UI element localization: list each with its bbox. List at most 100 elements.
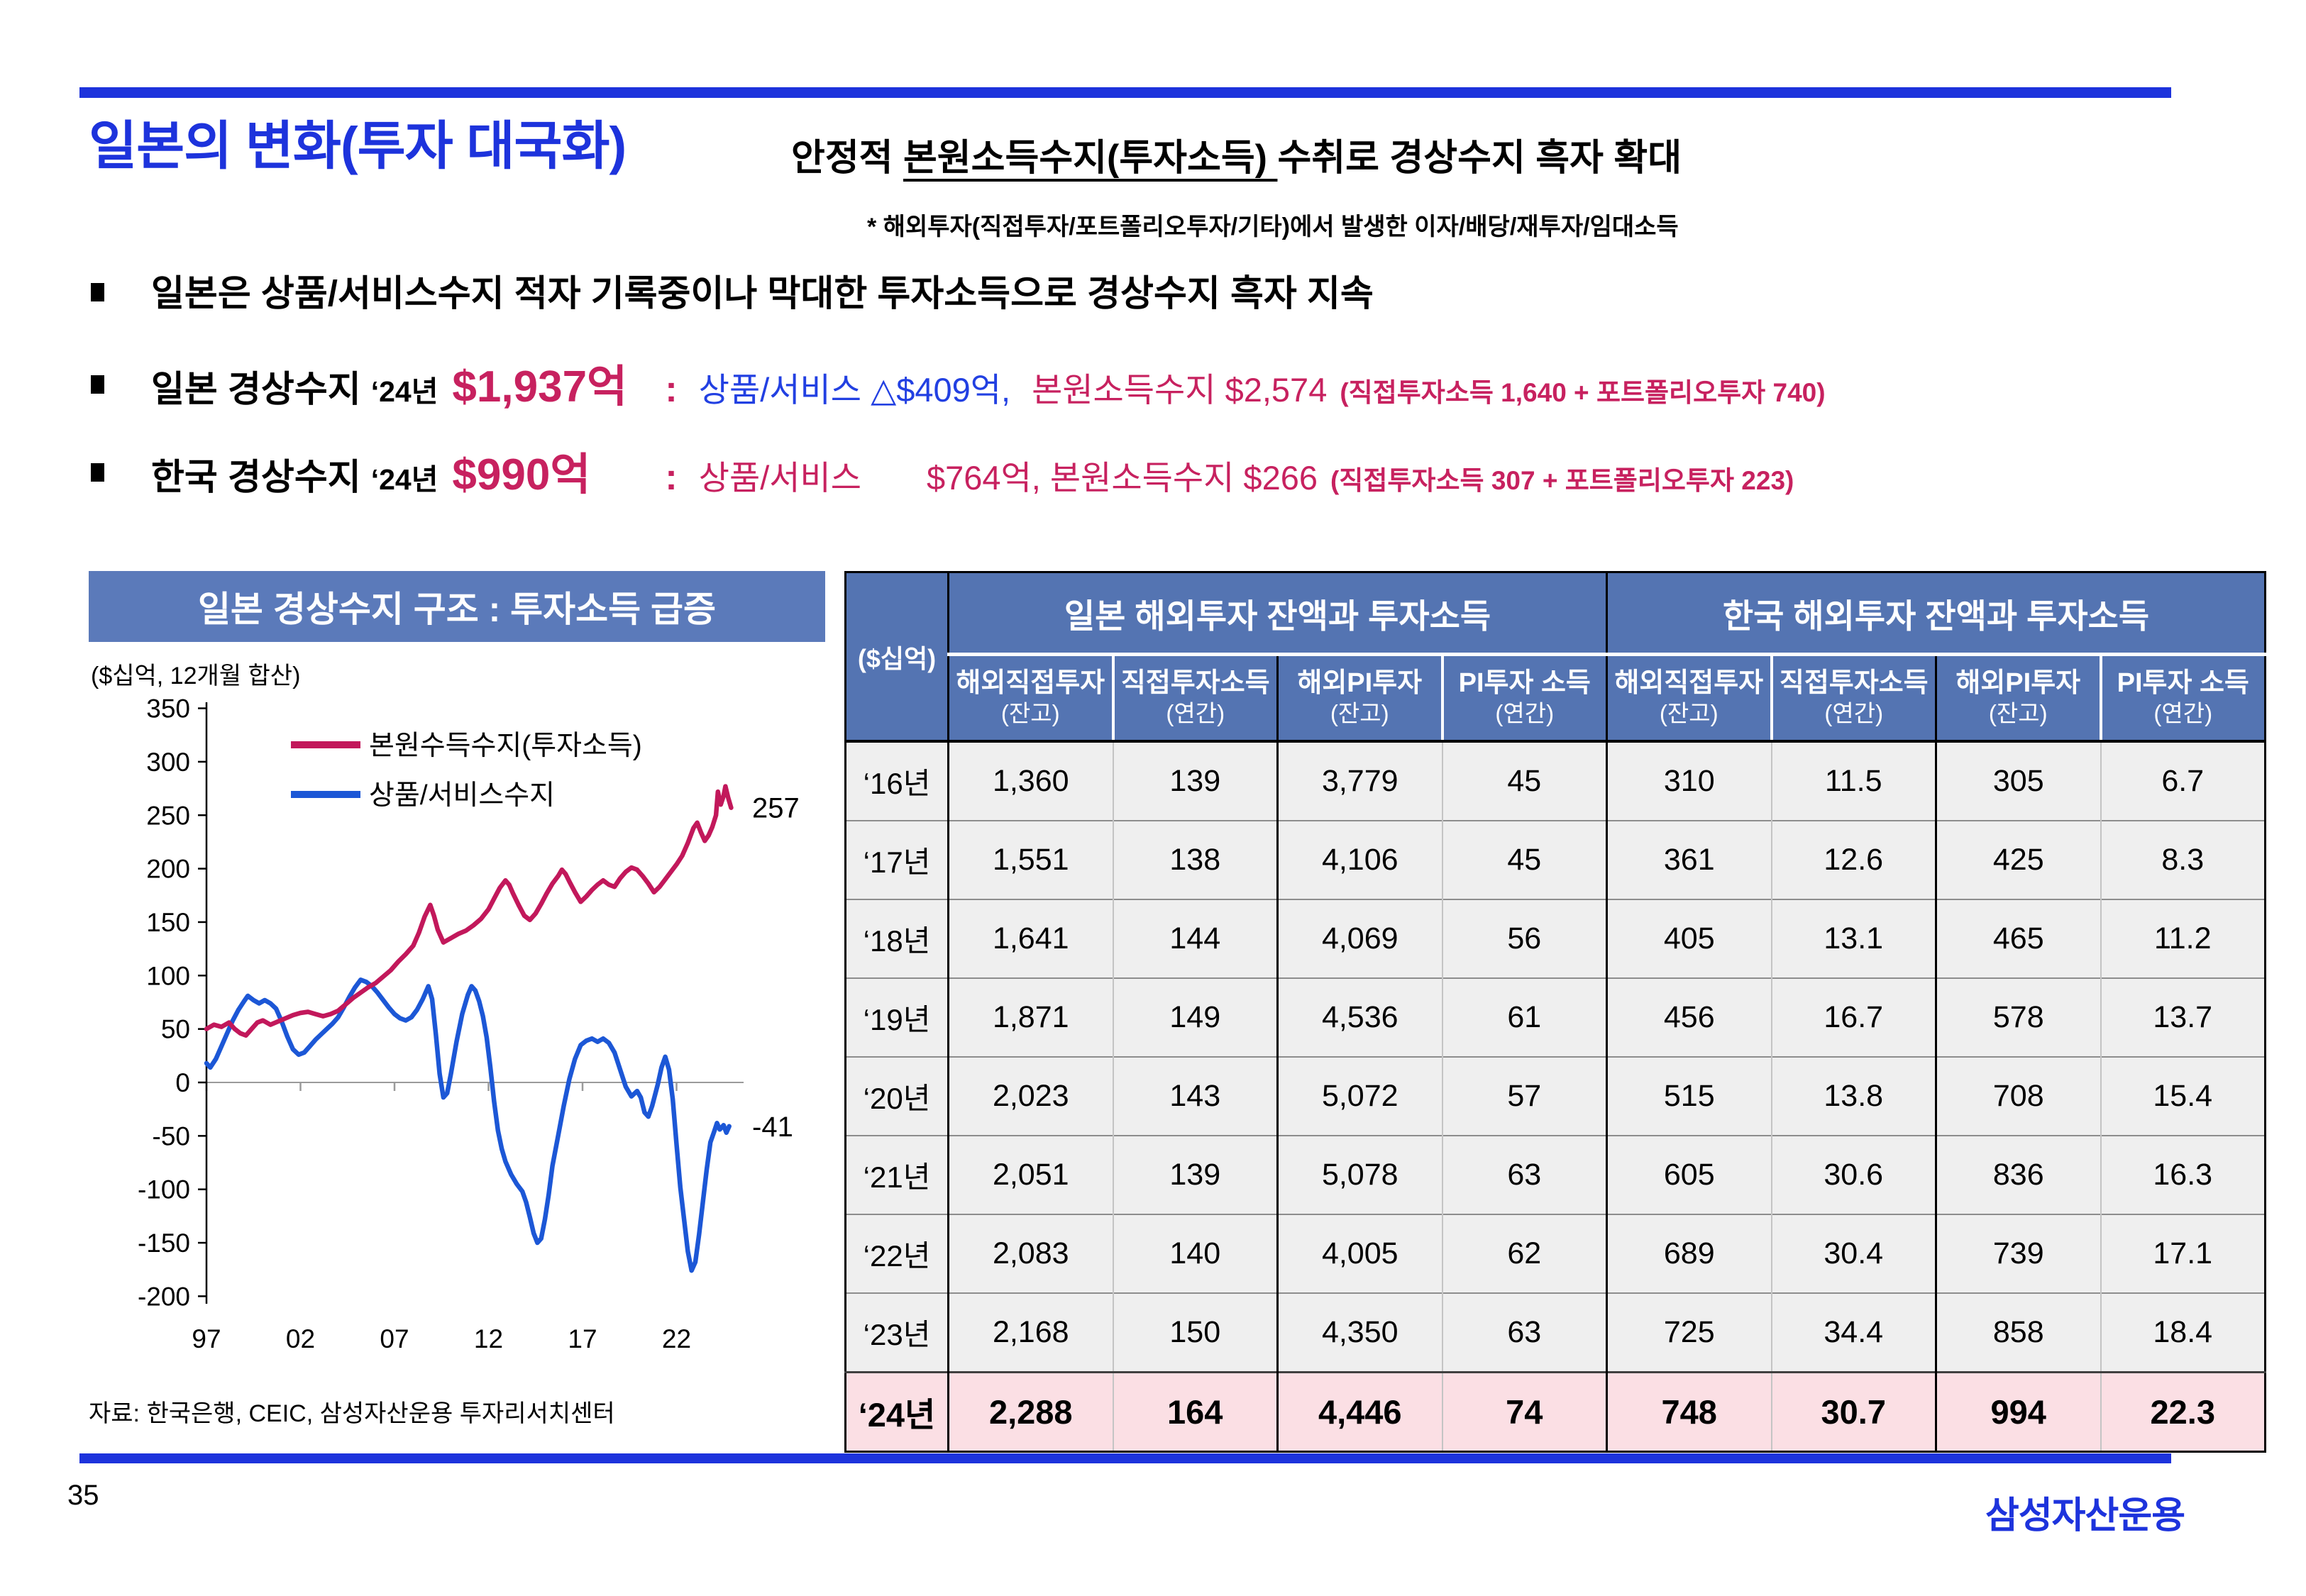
table-cell: 605 xyxy=(1606,1135,1772,1214)
bullet-3-year: ‘24년 xyxy=(370,463,438,496)
table-cell: 4,536 xyxy=(1276,977,1442,1057)
subtitle-pre: 안정적 xyxy=(791,138,903,179)
table-row: ‘18년 1,641 144 4,069 56 405 13.1 465 11.2 xyxy=(845,899,2266,978)
table-cell: 164 xyxy=(1112,1371,1278,1452)
row-year-label: ‘20년 xyxy=(845,1056,949,1136)
table-cell: 2,168 xyxy=(948,1292,1113,1373)
bullet-2-colon: : xyxy=(665,369,678,410)
row-year-label: ‘23년 xyxy=(845,1292,949,1373)
y-tick-label: 300 xyxy=(146,748,190,777)
subtitle-underlined: 본원소득수지(투자소득) xyxy=(903,138,1278,179)
table-cell: 994 xyxy=(1935,1371,2101,1452)
x-tick-label: 02 xyxy=(286,1324,315,1353)
col-header: PI투자 소득 (연간) xyxy=(1440,654,1607,743)
table-cell: 56 xyxy=(1441,899,1607,978)
bullet-3-colon: : xyxy=(665,457,678,498)
col-header: 직접투자소득 (연간) xyxy=(1770,654,1936,743)
col-header: 해외직접투자 (잔고) xyxy=(1606,654,1772,743)
table-cell: 4,069 xyxy=(1276,899,1442,978)
y-tick-label: 350 xyxy=(146,694,190,724)
x-tick-label: 12 xyxy=(474,1324,503,1353)
col-header: PI투자 소득 (연간) xyxy=(2099,654,2266,743)
col-header: 해외PI투자 (잔고) xyxy=(1276,654,1442,743)
legend-label: 본원수득수지(투자소득) xyxy=(369,731,642,761)
x-tick-label: 07 xyxy=(380,1324,409,1353)
table-cell: 62 xyxy=(1441,1214,1607,1293)
table-cell: 2,023 xyxy=(948,1056,1113,1136)
table-cell: 2,083 xyxy=(948,1214,1113,1293)
col-header: 해외PI투자 (잔고) xyxy=(1935,654,2101,743)
table-cell: 149 xyxy=(1112,977,1278,1057)
bullet-3-goods-services: 상품/서비스 xyxy=(698,459,862,497)
table-cell: 144 xyxy=(1112,899,1278,978)
data-table: ($십억) 일본 해외투자 잔액과 투자소득 한국 해외투자 잔액과 투자소득 … xyxy=(844,571,2266,1453)
col-header: 직접투자소득 (연간) xyxy=(1111,654,1278,743)
table-cell: 4,106 xyxy=(1276,820,1442,899)
bullet-3-breakdown: (직접투자소득 307 + 포트폴리오투자 223) xyxy=(1330,466,1794,495)
bullet-3-primary-income: $764억, 본원소득수지 $266 xyxy=(927,459,1318,497)
table-row: ‘20년 2,023 143 5,072 57 515 13.8 708 15.4 xyxy=(845,1056,2266,1136)
table-cell: 2,288 xyxy=(948,1371,1113,1452)
col-header: 해외직접투자 (잔고) xyxy=(948,654,1113,743)
table-cell: 45 xyxy=(1441,741,1607,821)
table-cell: 30.6 xyxy=(1770,1135,1936,1214)
table-cell: 465 xyxy=(1935,899,2101,978)
page-number: 35 xyxy=(67,1480,99,1511)
table-cell: 456 xyxy=(1606,977,1772,1057)
bullet-3: 한국 경상수지 ‘24년 $990억 : 상품/서비스 $764억, 본원소득수… xyxy=(91,438,1794,502)
row-year-label: ‘22년 xyxy=(845,1214,949,1293)
group-header-korea: 한국 해외투자 잔액과 투자소득 xyxy=(1606,572,2266,656)
series-line-primary-income xyxy=(204,784,734,1038)
table-cell: 11.2 xyxy=(2100,899,2266,978)
table-cell: 18.4 xyxy=(2100,1292,2266,1373)
bullet-1-text: 일본은 상품/서비스수지 적자 기록중이나 막대한 투자소득으로 경상수지 흑자… xyxy=(151,273,1374,314)
row-year-label: ‘16년 xyxy=(845,741,949,821)
table-cell: 63 xyxy=(1441,1292,1607,1373)
table-cell: 725 xyxy=(1606,1292,1772,1373)
bullet-2-prefix: 일본 경상수지 xyxy=(151,369,361,409)
subtitle: 안정적 본원소득수지(투자소득) 수취로 경상수지 흑자 확대 xyxy=(791,128,1682,181)
y-tick-label: 250 xyxy=(146,801,190,830)
table-group-header-row: ($십억) 일본 해외투자 잔액과 투자소득 한국 해외투자 잔액과 투자소득 xyxy=(845,572,2266,743)
table-cell: 22.3 xyxy=(2100,1371,2266,1452)
table-cell: 4,350 xyxy=(1276,1292,1442,1373)
subtitle-post: 수취로 경상수지 흑자 확대 xyxy=(1277,138,1682,179)
bottom-divider xyxy=(79,1453,2171,1463)
bullet-2-primary-income: 본원소득수지 $2,574 xyxy=(1032,371,1328,409)
table-cell: 12.6 xyxy=(1770,820,1936,899)
company-logo: 삼성자산운용 xyxy=(1985,1495,2185,1536)
page-title: 일본의 변화(투자 대국화) xyxy=(89,116,627,175)
table-cell: 61 xyxy=(1441,977,1607,1057)
row-year-label: ‘18년 xyxy=(845,899,949,978)
row-year-label: ‘24년 xyxy=(845,1371,949,1452)
x-tick-label: 22 xyxy=(662,1324,691,1353)
table-cell: 140 xyxy=(1112,1214,1278,1293)
table-cell: 139 xyxy=(1112,741,1278,821)
bullet-marker xyxy=(91,283,104,301)
table-cell: 5,078 xyxy=(1276,1135,1442,1214)
bullet-marker xyxy=(91,375,104,394)
table-cell: 13.7 xyxy=(2100,977,2266,1057)
table-cell: 748 xyxy=(1606,1371,1772,1452)
table-cell: 8.3 xyxy=(2100,820,2266,899)
table-sub-header-row: 해외직접투자 (잔고) 직접투자소득 (연간) 해외PI투자 (잔고) PI투자 소득… xyxy=(846,654,2266,743)
footnote: * 해외투자(직접투자/포트폴리오투자/기타)에서 발생한 이자/배당/재투자/… xyxy=(867,214,1679,240)
table-cell: 4,005 xyxy=(1276,1214,1442,1293)
table-cell: 143 xyxy=(1112,1056,1278,1136)
x-tick-label: 97 xyxy=(192,1324,221,1353)
table-cell: 16.7 xyxy=(1770,977,1936,1057)
table-unit-label: ($십억) xyxy=(845,572,949,743)
table-cell: 30.7 xyxy=(1770,1371,1936,1452)
table-cell: 5,072 xyxy=(1276,1056,1442,1136)
bullet-1: 일본은 상품/서비스수지 적자 기록중이나 막대한 투자소득으로 경상수지 흑자… xyxy=(91,264,1374,316)
table-cell: 30.4 xyxy=(1770,1214,1936,1293)
table-row: ‘17년 1,551 138 4,106 45 361 12.6 425 8.3 xyxy=(845,820,2266,899)
table-cell: 15.4 xyxy=(2100,1056,2266,1136)
table-cell: 689 xyxy=(1606,1214,1772,1293)
row-year-label: ‘19년 xyxy=(845,977,949,1057)
y-tick-label: 50 xyxy=(161,1015,190,1044)
bullet-3-amount: $990억 xyxy=(452,450,591,499)
table-cell: 310 xyxy=(1606,741,1772,821)
table-cell: 3,779 xyxy=(1276,741,1442,821)
